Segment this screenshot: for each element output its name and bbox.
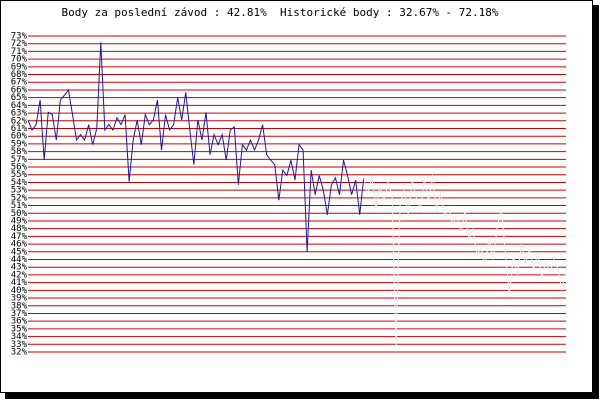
y-tick-label: 58%: [11, 147, 28, 157]
y-tick-label: 62%: [11, 116, 28, 126]
y-tick-label: 47%: [11, 232, 28, 242]
y-tick-label: 63%: [11, 109, 28, 119]
y-tick-label: 39%: [11, 294, 28, 304]
y-tick-label: 55%: [11, 170, 28, 180]
y-tick-label: 66%: [11, 85, 28, 95]
y-tick-label: 53%: [11, 186, 28, 196]
y-tick-label: 36%: [11, 317, 28, 327]
y-tick-label: 61%: [11, 124, 28, 134]
y-tick-label: 64%: [11, 101, 28, 111]
y-tick-label: 46%: [11, 240, 28, 250]
y-tick-label: 41%: [11, 278, 28, 288]
y-tick-label: 54%: [11, 178, 28, 188]
y-tick-label: 56%: [11, 163, 28, 173]
y-tick-label: 72%: [11, 39, 28, 49]
y-tick-label: 73%: [11, 32, 28, 42]
y-tick-label: 33%: [11, 340, 28, 350]
y-tick-label: 52%: [11, 193, 28, 203]
y-tick-label: 44%: [11, 255, 28, 265]
y-tick-label: 68%: [11, 70, 28, 80]
frame: [0, 0, 593, 393]
series-line: [363, 174, 567, 347]
y-tick-label: 57%: [11, 155, 28, 165]
y-tick-label: 69%: [11, 62, 28, 72]
y-tick-label: 70%: [11, 55, 28, 65]
chart-title: Body za poslední závod : 42.81% Historic…: [61, 6, 498, 19]
y-tick-label: 38%: [11, 301, 28, 311]
y-tick-label: 51%: [11, 201, 28, 211]
series-line: [27, 42, 365, 252]
y-tick-label: 37%: [11, 309, 28, 319]
y-tick-label: 40%: [11, 286, 28, 296]
y-tick-label: 32%: [11, 348, 28, 358]
y-tick-label: 50%: [11, 209, 28, 219]
y-tick-label: 59%: [11, 139, 28, 149]
y-tick-label: 34%: [11, 332, 28, 342]
y-tick-label: 35%: [11, 324, 28, 334]
y-tick-label: 60%: [11, 132, 28, 142]
y-tick-label: 65%: [11, 93, 28, 103]
y-tick-label: 45%: [11, 247, 28, 257]
y-tick-label: 43%: [11, 263, 28, 273]
y-tick-label: 49%: [11, 216, 28, 226]
y-tick-label: 71%: [11, 47, 28, 57]
y-tick-label: 67%: [11, 78, 28, 88]
y-tick-label: 48%: [11, 224, 28, 234]
y-tick-label: 42%: [11, 270, 28, 280]
